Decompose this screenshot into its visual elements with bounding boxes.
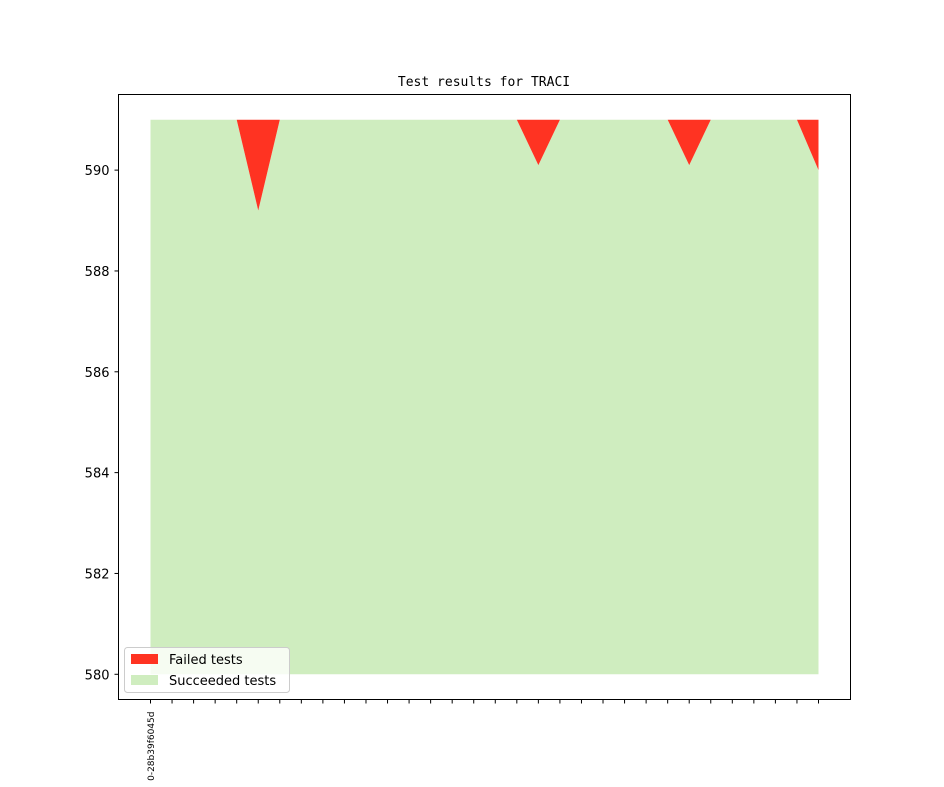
plot-area	[150, 119, 819, 675]
x-axis: 0-28b39f6045d	[147, 699, 819, 781]
y-tick-label: 586	[85, 366, 110, 381]
y-tick-label: 580	[85, 668, 110, 683]
succeeded-area	[150, 119, 819, 675]
y-tick-label: 584	[85, 467, 110, 482]
plot-frame	[118, 94, 851, 700]
legend-swatch-succeeded	[131, 675, 158, 685]
y-tick-label: 582	[85, 567, 110, 582]
legend: Failed tests Succeeded tests	[124, 647, 290, 693]
x-tick-label: 0-28b39f6045d	[147, 712, 157, 781]
y-tick-label: 588	[85, 265, 110, 280]
y-tick-label: 590	[85, 164, 110, 179]
legend-label-succeeded: Succeeded tests	[169, 674, 276, 689]
legend-swatch-failed	[131, 654, 158, 664]
y-axis: 580 582 584 586 588 590	[85, 164, 119, 683]
legend-label-failed: Failed tests	[169, 653, 243, 668]
legend-box	[124, 647, 290, 693]
chart-title: Test results for TRACI	[398, 75, 570, 90]
